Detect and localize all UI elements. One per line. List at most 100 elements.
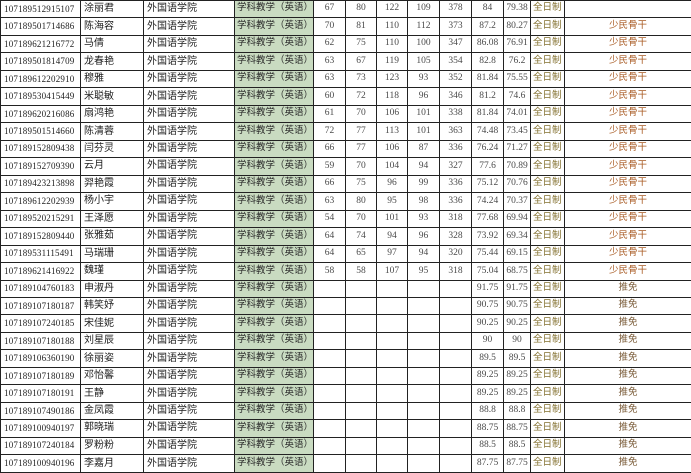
- candidate-name-cell: 马倩: [80, 34, 144, 54]
- college-cell: 外国语学院: [143, 34, 235, 54]
- college-cell: 外国语学院: [143, 174, 235, 194]
- score-subject2-cell: [407, 296, 440, 316]
- candidate-name-cell: 云月: [80, 157, 144, 176]
- score-foreign-language-cell: 70: [345, 104, 377, 124]
- candidate-id-cell: 107189612202910: [0, 69, 81, 89]
- score-foreign-language-cell: 77: [345, 139, 377, 159]
- score-foreign-language-cell: 58: [345, 262, 377, 281]
- score-subject1-cell: [376, 436, 408, 456]
- initial-total-score-cell: 327: [439, 157, 472, 176]
- score-subject2-cell: [407, 436, 440, 456]
- candidate-id-cell: 107189106360190: [0, 349, 81, 368]
- final-score-cell: 75.55: [503, 69, 531, 89]
- score-foreign-language-cell: 80: [345, 0, 377, 19]
- college-cell: 外国语学院: [143, 349, 235, 368]
- score-politics-cell: [313, 454, 346, 473]
- candidate-name-cell: 申淑丹: [80, 279, 144, 298]
- remark-cell: 推免: [564, 401, 691, 421]
- score-foreign-language-cell: [345, 384, 377, 403]
- study-mode-cell: 全日制: [530, 52, 565, 71]
- retest-score-cell: 90: [471, 331, 504, 351]
- college-cell: 外国语学院: [143, 366, 235, 386]
- score-politics-cell: 62: [313, 34, 346, 54]
- score-subject1-cell: 97: [376, 244, 408, 264]
- initial-total-score-cell: 373: [439, 17, 472, 36]
- study-mode-cell: 全日制: [530, 0, 565, 19]
- final-score-cell: 71.27: [503, 139, 531, 159]
- study-mode-cell: 全日制: [530, 209, 565, 229]
- remark-cell: 少民骨干: [564, 157, 691, 176]
- study-mode-cell: 全日制: [530, 17, 565, 36]
- candidate-id-cell: 107189100940197: [0, 419, 81, 438]
- remark-cell: 推免: [564, 279, 691, 298]
- score-politics-cell: [313, 419, 346, 438]
- score-subject1-cell: 122: [376, 0, 408, 19]
- initial-total-score-cell: 336: [439, 174, 472, 194]
- score-subject2-cell: 112: [407, 17, 440, 36]
- major-cell: 学科教学（英语）: [234, 401, 314, 421]
- table-row: 107189107180191 王静 外国语学院 学科教学（英语） 89.25 89.25…: [0, 384, 691, 403]
- major-cell: 学科教学（英语）: [234, 192, 314, 211]
- college-cell: 外国语学院: [143, 262, 235, 281]
- study-mode-cell: 全日制: [530, 227, 565, 246]
- study-mode-cell: 全日制: [530, 366, 565, 386]
- score-subject2-cell: 101: [407, 122, 440, 141]
- initial-total-score-cell: 346: [439, 87, 472, 106]
- major-cell: 学科教学（英语）: [234, 104, 314, 124]
- score-subject2-cell: 94: [407, 157, 440, 176]
- study-mode-cell: 全日制: [530, 139, 565, 159]
- initial-total-score-cell: 336: [439, 192, 472, 211]
- score-subject2-cell: [407, 314, 440, 333]
- candidate-name-cell: 刘星辰: [80, 331, 144, 351]
- score-subject1-cell: 104: [376, 157, 408, 176]
- study-mode-cell: 全日制: [530, 244, 565, 264]
- candidate-name-cell: 羿艳霞: [80, 174, 144, 194]
- study-mode-cell: 全日制: [530, 174, 565, 194]
- remark-cell: 少民骨干: [564, 52, 691, 71]
- remark-cell: 少民骨干: [564, 139, 691, 159]
- score-foreign-language-cell: 73: [345, 69, 377, 89]
- retest-score-cell: 73.92: [471, 227, 504, 246]
- score-subject1-cell: [376, 384, 408, 403]
- retest-score-cell: 89.25: [471, 366, 504, 386]
- score-subject1-cell: 107: [376, 262, 408, 281]
- score-politics-cell: 58: [313, 262, 346, 281]
- candidate-id-cell: 107189107180189: [0, 366, 81, 386]
- initial-total-score-cell: [439, 419, 472, 438]
- score-subject1-cell: [376, 314, 408, 333]
- score-subject1-cell: 106: [376, 104, 408, 124]
- study-mode-cell: 全日制: [530, 384, 565, 403]
- remark-cell: 推免: [564, 331, 691, 351]
- candidate-id-cell: 107189621416922: [0, 262, 81, 281]
- candidate-name-cell: 韩笑妤: [80, 296, 144, 316]
- study-mode-cell: 全日制: [530, 401, 565, 421]
- score-politics-cell: [313, 314, 346, 333]
- major-cell: 学科教学（英语）: [234, 262, 314, 281]
- table-row: 107189620216086 扇鸿艳 外国语学院 学科教学（英语） 61 70 106 10…: [0, 104, 691, 124]
- score-foreign-language-cell: 80: [345, 192, 377, 211]
- final-score-cell: 68.75: [503, 262, 531, 281]
- college-cell: 外国语学院: [143, 192, 235, 211]
- table-row: 107189100940196 李嘉月 外国语学院 学科教学（英语） 87.75 87.7…: [0, 454, 691, 473]
- final-score-cell: 80.27: [503, 17, 531, 36]
- study-mode-cell: 全日制: [530, 69, 565, 89]
- score-subject1-cell: [376, 366, 408, 386]
- candidate-id-cell: 107189152809440: [0, 227, 81, 246]
- candidate-id-cell: 107189501514660: [0, 122, 81, 141]
- initial-total-score-cell: 318: [439, 262, 472, 281]
- score-politics-cell: [313, 384, 346, 403]
- table-row: 107189612202939 杨小宇 外国语学院 学科教学（英语） 63 80 95 98 3…: [0, 192, 691, 211]
- retest-score-cell: 74.48: [471, 122, 504, 141]
- score-subject1-cell: [376, 331, 408, 351]
- college-cell: 外国语学院: [143, 157, 235, 176]
- candidate-id-cell: 107189531115491: [0, 244, 81, 264]
- remark-cell: 少民骨干: [564, 244, 691, 264]
- score-subject1-cell: 96: [376, 174, 408, 194]
- study-mode-cell: 全日制: [530, 279, 565, 298]
- candidate-id-cell: 107189100940196: [0, 454, 81, 473]
- major-cell: 学科教学（英语）: [234, 157, 314, 176]
- candidate-name-cell: 米聪敏: [80, 87, 144, 106]
- score-politics-cell: [313, 331, 346, 351]
- initial-total-score-cell: [439, 296, 472, 316]
